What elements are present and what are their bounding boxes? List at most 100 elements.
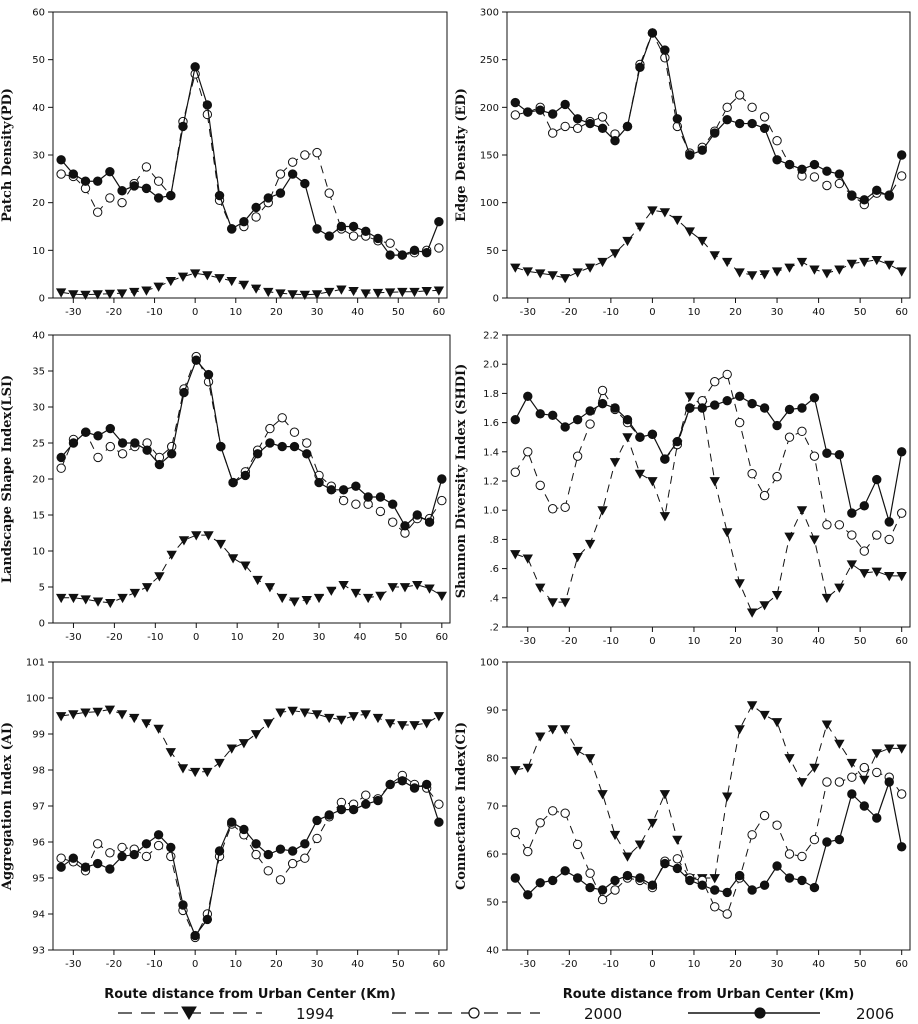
data-point-1994 [759, 601, 770, 611]
data-point-2006 [710, 400, 720, 410]
x-tick-label: 0 [192, 307, 198, 318]
data-point-2006 [214, 190, 225, 201]
x-tick-label: -20 [561, 307, 577, 318]
data-point-2006 [548, 109, 558, 119]
data-point-1994 [572, 553, 583, 563]
data-point-2000 [772, 820, 782, 830]
data-point-2006 [178, 900, 188, 910]
data-point-1994 [348, 286, 359, 297]
data-point-2000 [92, 207, 103, 217]
data-point-2000 [251, 849, 261, 860]
data-point-2000 [388, 517, 398, 527]
data-point-2006 [809, 882, 820, 893]
x-tick-label: 20 [729, 307, 742, 318]
y-tick-label: 5 [39, 583, 45, 594]
data-point-1994 [384, 288, 396, 298]
data-point-2006 [734, 391, 745, 402]
data-point-2006 [214, 846, 225, 856]
data-point-2006 [697, 880, 707, 890]
x-tick-label: 10 [688, 307, 701, 318]
data-point-1994 [238, 739, 250, 749]
data-point-2006 [80, 862, 91, 872]
data-point-2000 [287, 858, 298, 869]
y-tick-label: 150 [480, 151, 499, 162]
data-point-2006 [572, 873, 583, 883]
data-point-2000 [263, 866, 273, 876]
data-point-2000 [287, 157, 298, 167]
y-tick-label: 25 [32, 439, 45, 450]
data-point-2006 [105, 423, 115, 434]
x-tick-label: 30 [313, 632, 326, 643]
data-point-1994 [734, 579, 745, 589]
y-tick-label: 40 [32, 331, 45, 342]
data-point-1994 [362, 593, 374, 604]
data-point-2006 [373, 233, 383, 244]
data-point-2006 [672, 436, 683, 447]
x-tick-label: 20 [729, 959, 742, 970]
data-point-2006 [190, 62, 200, 72]
data-point-2006 [397, 776, 408, 786]
data-point-2000 [535, 818, 545, 828]
data-point-2006 [228, 477, 238, 488]
data-point-1994 [809, 763, 820, 773]
y-tick-label: 94 [32, 910, 45, 921]
data-point-2006 [784, 404, 795, 415]
data-point-2000 [759, 490, 770, 501]
data-point-1994 [684, 227, 695, 237]
data-point-2006 [734, 118, 745, 129]
data-point-1994 [722, 792, 733, 802]
legend-label-2006: 2006 [856, 1005, 894, 1023]
data-point-2006 [672, 114, 683, 124]
data-point-1994 [734, 268, 745, 278]
data-point-1994 [659, 208, 671, 218]
data-point-2006 [672, 863, 683, 874]
data-point-2006 [660, 454, 670, 464]
y-tick-label: 30 [32, 151, 45, 162]
data-point-2000 [772, 136, 782, 146]
data-point-1994 [871, 255, 882, 266]
data-point-2000 [572, 839, 583, 850]
data-point-2000 [105, 848, 115, 858]
data-point-2000 [747, 469, 757, 479]
data-point-2006 [896, 842, 907, 852]
plot-frame [52, 661, 448, 951]
data-point-1994 [203, 531, 214, 541]
data-point-2006 [647, 429, 658, 439]
data-point-1994 [784, 532, 795, 542]
data-point-2006 [585, 118, 595, 129]
y-tick-label: 97 [32, 802, 45, 813]
data-point-2000 [375, 506, 386, 517]
data-point-1994 [252, 575, 263, 586]
data-point-2006 [412, 510, 422, 520]
x-tick-label: 60 [433, 959, 446, 970]
legend-open-circle-marker [468, 1007, 480, 1019]
data-point-2006 [722, 887, 732, 898]
data-point-2006 [275, 844, 286, 854]
x-tick-label: 50 [854, 636, 867, 647]
data-point-1994 [105, 598, 116, 609]
data-point-2000 [560, 808, 570, 818]
data-point-1994 [572, 746, 583, 757]
data-point-2000 [722, 909, 732, 919]
data-point-1994 [609, 458, 621, 468]
data-point-1994 [684, 392, 695, 402]
data-point-1994 [226, 744, 237, 754]
data-point-1994 [584, 754, 596, 764]
data-point-2006 [597, 123, 608, 134]
data-point-2006 [809, 159, 820, 170]
x-tick-label: -20 [106, 632, 122, 643]
data-point-2000 [117, 197, 127, 208]
y-tick-label: 60 [486, 850, 499, 861]
legend-triangle-marker [181, 1006, 197, 1020]
legend-filled-circle-marker [754, 1007, 766, 1019]
y-tick-label: 200 [480, 103, 499, 114]
data-point-1994 [846, 758, 858, 769]
data-point-2006 [747, 398, 757, 409]
data-point-1994 [834, 265, 845, 275]
data-point-2006 [759, 123, 770, 134]
y-tick-label: 10 [32, 246, 45, 257]
x-tick-label: -20 [106, 959, 122, 970]
data-point-1994 [584, 539, 596, 550]
data-point-2006 [560, 422, 570, 432]
data-point-1994 [522, 267, 533, 277]
